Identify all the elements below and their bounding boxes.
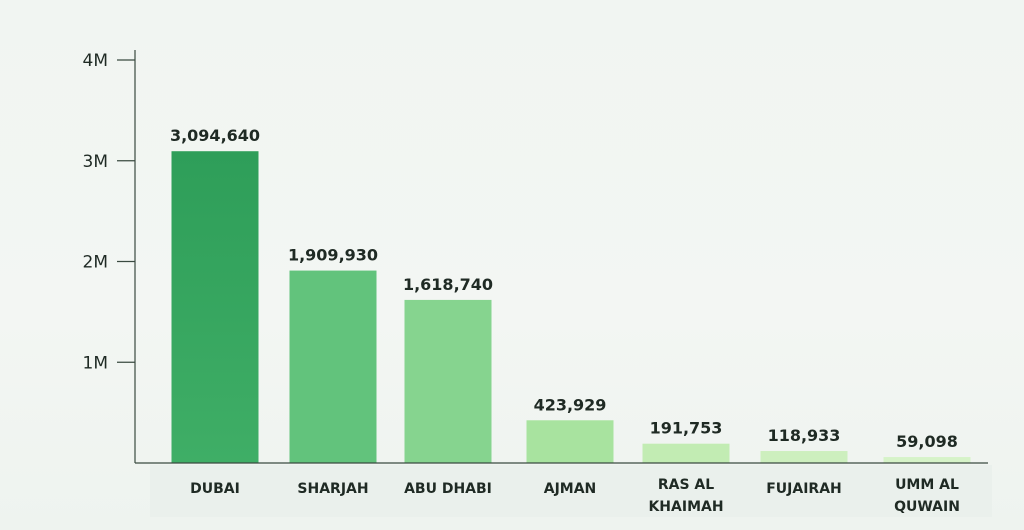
value-label: 1,618,740 bbox=[403, 275, 493, 294]
category-label: DUBAI bbox=[190, 481, 240, 497]
bar bbox=[289, 270, 377, 463]
category-label: UMM AL QUWAIN bbox=[894, 477, 960, 515]
value-label: 191,753 bbox=[650, 419, 723, 438]
category-label: RAS AL KHAIMAH bbox=[648, 477, 723, 515]
value-labels-group: 3,094,640 1,909,930 1,618,740 423,929 191,75… bbox=[170, 126, 958, 451]
bars-group bbox=[171, 151, 971, 463]
category-label: FUJAIRAH bbox=[766, 481, 842, 497]
y-axis: 1M 2M 3M 4M bbox=[83, 50, 136, 463]
y-tick-label: 3M bbox=[83, 152, 108, 172]
value-label: 118,933 bbox=[768, 426, 841, 445]
bar bbox=[642, 443, 730, 463]
category-label: AJMAN bbox=[544, 481, 597, 497]
bar bbox=[171, 151, 259, 463]
category-band bbox=[150, 465, 992, 517]
value-label: 3,094,640 bbox=[170, 126, 260, 145]
value-label: 1,909,930 bbox=[288, 246, 378, 265]
bar bbox=[526, 420, 614, 463]
value-label: 59,098 bbox=[896, 432, 958, 451]
bar bbox=[760, 451, 848, 463]
bar bbox=[883, 457, 971, 463]
category-label: SHARJAH bbox=[297, 481, 368, 497]
bar bbox=[404, 299, 492, 463]
y-tick-label: 2M bbox=[83, 253, 108, 273]
value-label: 423,929 bbox=[534, 395, 607, 414]
y-tick-label: 4M bbox=[83, 51, 108, 71]
y-tick-label: 1M bbox=[83, 353, 108, 373]
x-axis: DUBAI SHARJAH ABU DHABI AJMAN RAS AL KHAIMAH F… bbox=[135, 462, 988, 515]
category-label: ABU DHABI bbox=[404, 481, 492, 497]
